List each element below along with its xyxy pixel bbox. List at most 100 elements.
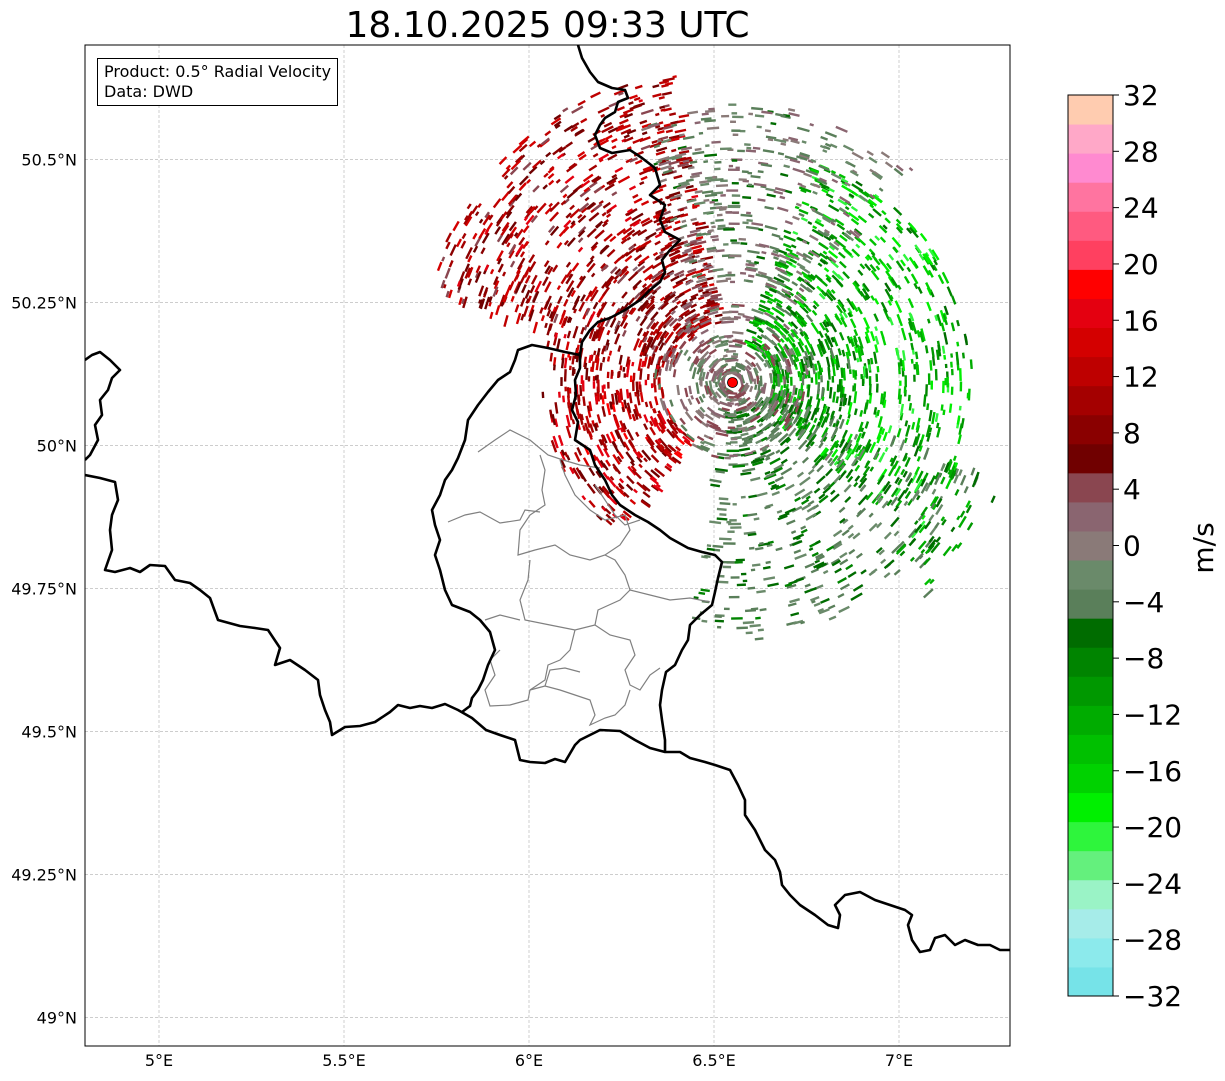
velocity-echo-gate (943, 305, 949, 316)
velocity-echo-gate (520, 313, 525, 321)
velocity-echo-gate (603, 344, 608, 352)
velocity-echo-gate (616, 455, 623, 463)
velocity-echo-gate (829, 199, 834, 204)
velocity-echo-gate (650, 298, 655, 303)
velocity-echo-gate (788, 427, 797, 438)
velocity-echo-gate (508, 249, 515, 259)
velocity-echo-gate (767, 138, 774, 142)
velocity-echo-gate (692, 204, 700, 208)
velocity-echo-gate (474, 211, 480, 217)
velocity-echo-gate (589, 328, 595, 337)
velocity-echo-gate (648, 420, 654, 427)
velocity-echo-gate (739, 271, 747, 275)
velocity-echo-gate (828, 250, 839, 259)
velocity-echo-gate (839, 195, 851, 205)
velocity-echo-gate (644, 401, 649, 408)
velocity-echo-gate (595, 358, 600, 371)
velocity-echo-gate (895, 218, 902, 225)
velocity-echo-gate (563, 298, 569, 307)
velocity-echo-gate (709, 424, 722, 431)
velocity-echo-gate (901, 359, 906, 372)
velocity-echo-gate (816, 178, 828, 186)
velocity-echo-gate (701, 393, 706, 399)
velocity-echo-gate (755, 616, 761, 620)
velocity-echo-gate (913, 445, 920, 457)
velocity-echo-gate (751, 222, 764, 227)
velocity-echo-gate (791, 280, 799, 287)
velocity-echo-gate (868, 512, 874, 518)
velocity-echo-gate (742, 196, 752, 200)
velocity-echo-gate (492, 286, 499, 297)
velocity-echo-gate (839, 583, 850, 591)
velocity-echo-gate (689, 228, 701, 234)
velocity-echo-gate (756, 335, 763, 340)
velocity-echo-gate (801, 201, 810, 207)
velocity-echo-gate (911, 408, 915, 414)
velocity-echo-gate (818, 292, 826, 300)
velocity-echo-gate (655, 444, 664, 453)
velocity-echo-gate (851, 183, 864, 193)
velocity-echo-gate (511, 226, 518, 234)
velocity-echo-gate (590, 272, 596, 278)
velocity-echo-gate (637, 413, 642, 419)
velocity-echo-gate (543, 260, 550, 268)
velocity-echo-gate (744, 451, 754, 456)
colorbar-unit-label: m/s (1187, 522, 1220, 573)
velocity-echo-gate (844, 448, 854, 460)
velocity-echo-gate (863, 365, 867, 377)
velocity-echo-gate (720, 368, 732, 376)
velocity-echo-gate (617, 175, 631, 184)
velocity-echo-gate (671, 354, 677, 363)
velocity-echo-gate (826, 545, 835, 552)
velocity-echo-gate (738, 447, 751, 452)
velocity-echo-gate (942, 409, 946, 416)
velocity-echo-gate (918, 253, 925, 261)
velocity-echo-gate (765, 282, 778, 290)
velocity-echo-gate (508, 243, 517, 255)
velocity-echo-gate (870, 269, 880, 281)
velocity-echo-gate (617, 451, 625, 460)
velocity-echo-gate (860, 427, 865, 433)
velocity-echo-gate (506, 242, 511, 248)
velocity-echo-gate (691, 284, 701, 290)
velocity-echo-gate (684, 406, 689, 412)
velocity-echo-gate (625, 389, 630, 399)
velocity-echo-gate (695, 254, 700, 259)
velocity-echo-gate (941, 345, 946, 354)
velocity-echo-gate (766, 193, 776, 198)
velocity-echo-gate (686, 331, 694, 339)
velocity-echo-gate (790, 611, 800, 617)
velocity-echo-gate (549, 201, 560, 213)
velocity-echo-gate (830, 170, 837, 175)
velocity-echo-gate (703, 262, 708, 266)
velocity-echo-gate (832, 422, 837, 428)
velocity-echo-gate (658, 95, 665, 100)
velocity-echo-gate (822, 483, 831, 491)
velocity-echo-gate (754, 637, 764, 641)
velocity-echo-gate (762, 382, 767, 394)
velocity-echo-gate (838, 406, 842, 412)
velocity-echo-gate (563, 239, 570, 246)
velocity-echo-gate (823, 313, 831, 322)
velocity-echo-gate (579, 187, 591, 198)
velocity-echo-gate (604, 275, 614, 286)
velocity-echo-gate (662, 245, 670, 251)
velocity-echo-gate (586, 405, 591, 412)
velocity-echo-gate (478, 299, 482, 304)
velocity-echo-gate (694, 190, 703, 194)
velocity-echo-gate (846, 358, 851, 369)
velocity-echo-gate (589, 289, 599, 302)
velocity-echo-gate (475, 265, 481, 274)
velocity-echo-gate (771, 333, 782, 343)
velocity-echo-gate (572, 467, 581, 480)
velocity-echo-gate (678, 340, 687, 350)
velocity-echo-gate (770, 426, 778, 434)
velocity-echo-gate (819, 144, 827, 149)
velocity-echo-gate (637, 339, 643, 348)
velocity-echo-gate (809, 234, 819, 242)
velocity-echo-gate (891, 236, 902, 248)
velocity-echo-gate (783, 235, 796, 242)
velocity-echo-gate (792, 533, 805, 541)
velocity-echo-gate (777, 373, 781, 387)
velocity-echo-gate (557, 434, 564, 446)
